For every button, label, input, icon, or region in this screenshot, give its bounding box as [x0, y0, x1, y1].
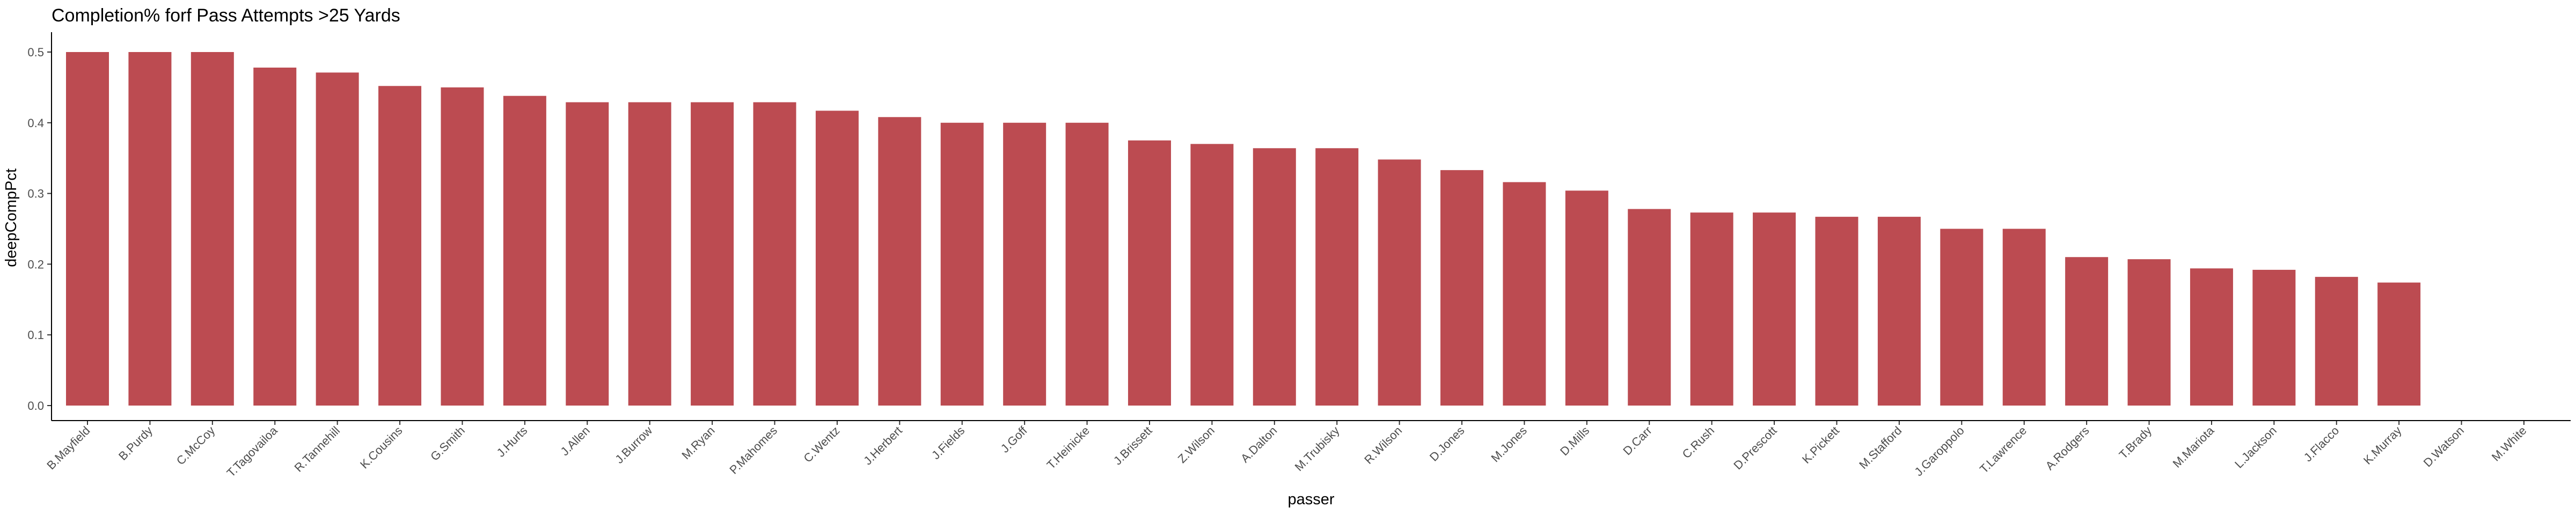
x-tick-label: M.Mariota [2170, 423, 2217, 470]
y-tick-label: 0.3 [27, 187, 44, 201]
bar [1940, 229, 1984, 406]
y-tick-label: 0.5 [27, 46, 44, 59]
x-tick-label: M.Stafford [1856, 424, 1904, 472]
bar [1628, 209, 1671, 406]
bar [1815, 217, 1858, 406]
bar [1190, 144, 1234, 406]
bar [878, 117, 921, 406]
x-tick-label: K.Pickett [1799, 424, 1842, 466]
bar [2190, 268, 2233, 406]
x-tick-label: C.McCoy [174, 424, 218, 468]
bar [1128, 140, 1171, 406]
x-tick-label: T.Heinicke [1044, 424, 1092, 472]
x-tick-label: M.White [2489, 424, 2529, 464]
x-tick-label: J.Fields [929, 424, 967, 462]
x-tick-label: B.Purdy [116, 424, 155, 463]
x-tick-label: J.Burrow [612, 424, 655, 466]
x-tick-label: D.Carr [1620, 424, 1654, 458]
y-tick-label: 0.4 [27, 116, 44, 130]
x-tick-label: T.Brady [2117, 424, 2154, 461]
bar [2065, 257, 2109, 406]
bar [2002, 229, 2046, 406]
bar [2127, 259, 2171, 406]
bar [128, 52, 172, 406]
y-axis-title: deepCompPct [3, 168, 20, 267]
bar [628, 102, 671, 406]
y-tick-label: 0.1 [27, 328, 44, 342]
bar [566, 102, 609, 406]
x-tick-label: Z.Wilson [1175, 424, 1217, 466]
bar [1503, 182, 1546, 406]
x-tick-label: M.Jones [1488, 424, 1529, 465]
x-tick-label: J.Goff [998, 423, 1030, 455]
bar [691, 102, 734, 406]
bar [1877, 217, 1921, 406]
bar [378, 86, 422, 406]
x-tick-label: M.Trubisky [1292, 424, 1342, 474]
x-tick-label: R.Wilson [1362, 424, 1404, 467]
bar [1753, 212, 1796, 406]
chart-title: Completion% forf Pass Attempts >25 Yards [52, 5, 400, 26]
y-tick-label: 0.0 [27, 399, 44, 413]
x-tick-label: C.Wentz [801, 424, 842, 465]
x-tick-label: K.Cousins [357, 424, 405, 472]
x-tick-label: M.Ryan [679, 424, 717, 462]
bar [503, 95, 546, 406]
bar [1253, 148, 1296, 406]
x-tick-label: A.Dalton [1238, 424, 1279, 465]
bar [1065, 122, 1109, 406]
x-tick-label: G.Smith [428, 424, 467, 464]
bar [2315, 277, 2358, 406]
x-tick-label: T.Lawrence [1977, 424, 2029, 476]
x-tick-label: J.Allen [558, 424, 592, 458]
x-tick-label: J.Garoppolo [1912, 424, 1966, 479]
x-tick-label: C.Rush [1680, 424, 1717, 461]
bar [253, 67, 297, 406]
bar [441, 87, 484, 406]
x-tick-label: B.Mayfield [44, 424, 92, 472]
bar [1378, 159, 1421, 406]
x-tick-label: A.Rodgers [2043, 424, 2091, 473]
bar [940, 122, 984, 406]
x-tick-label: T.Tagovailoa [224, 423, 281, 480]
bar [2377, 282, 2421, 406]
bar [316, 72, 359, 406]
bar [815, 111, 859, 406]
bar [1690, 212, 1733, 406]
x-axis-title: passer [1287, 491, 1334, 508]
x-tick-label: J.Herbert [861, 424, 905, 468]
x-tick-label: P.Mahomes [727, 424, 780, 477]
y-axis: 0.0 0.1 0.2 0.3 0.4 0.5 [27, 46, 52, 413]
x-tick-label: J.Flacco [2301, 424, 2342, 465]
bar [1003, 122, 1046, 406]
x-tick-label: D.Prescott [1731, 424, 1779, 472]
x-tick-label: D.Watson [2421, 424, 2467, 469]
bar [66, 52, 109, 406]
bars [66, 52, 2421, 406]
x-axis: B.Mayfield B.Purdy C.McCoy T.Tagovailoa R.Ta… [44, 421, 2529, 480]
bar [1565, 190, 1608, 406]
bar [1440, 170, 1484, 406]
bar [2252, 269, 2296, 406]
x-tick-label: D.Mills [1557, 424, 1592, 458]
bar [753, 102, 796, 406]
y-tick-label: 0.2 [27, 258, 44, 271]
x-tick-label: K.Murray [2361, 424, 2404, 467]
x-tick-label: J.Hurts [494, 424, 530, 460]
bar [191, 52, 234, 406]
x-tick-label: L.Jackson [2232, 424, 2279, 471]
bar [1315, 148, 1359, 406]
x-tick-label: J.Brissett [1111, 424, 1155, 468]
x-tick-label: D.Jones [1427, 424, 1467, 464]
x-tick-label: R.Tannehill [292, 424, 343, 475]
